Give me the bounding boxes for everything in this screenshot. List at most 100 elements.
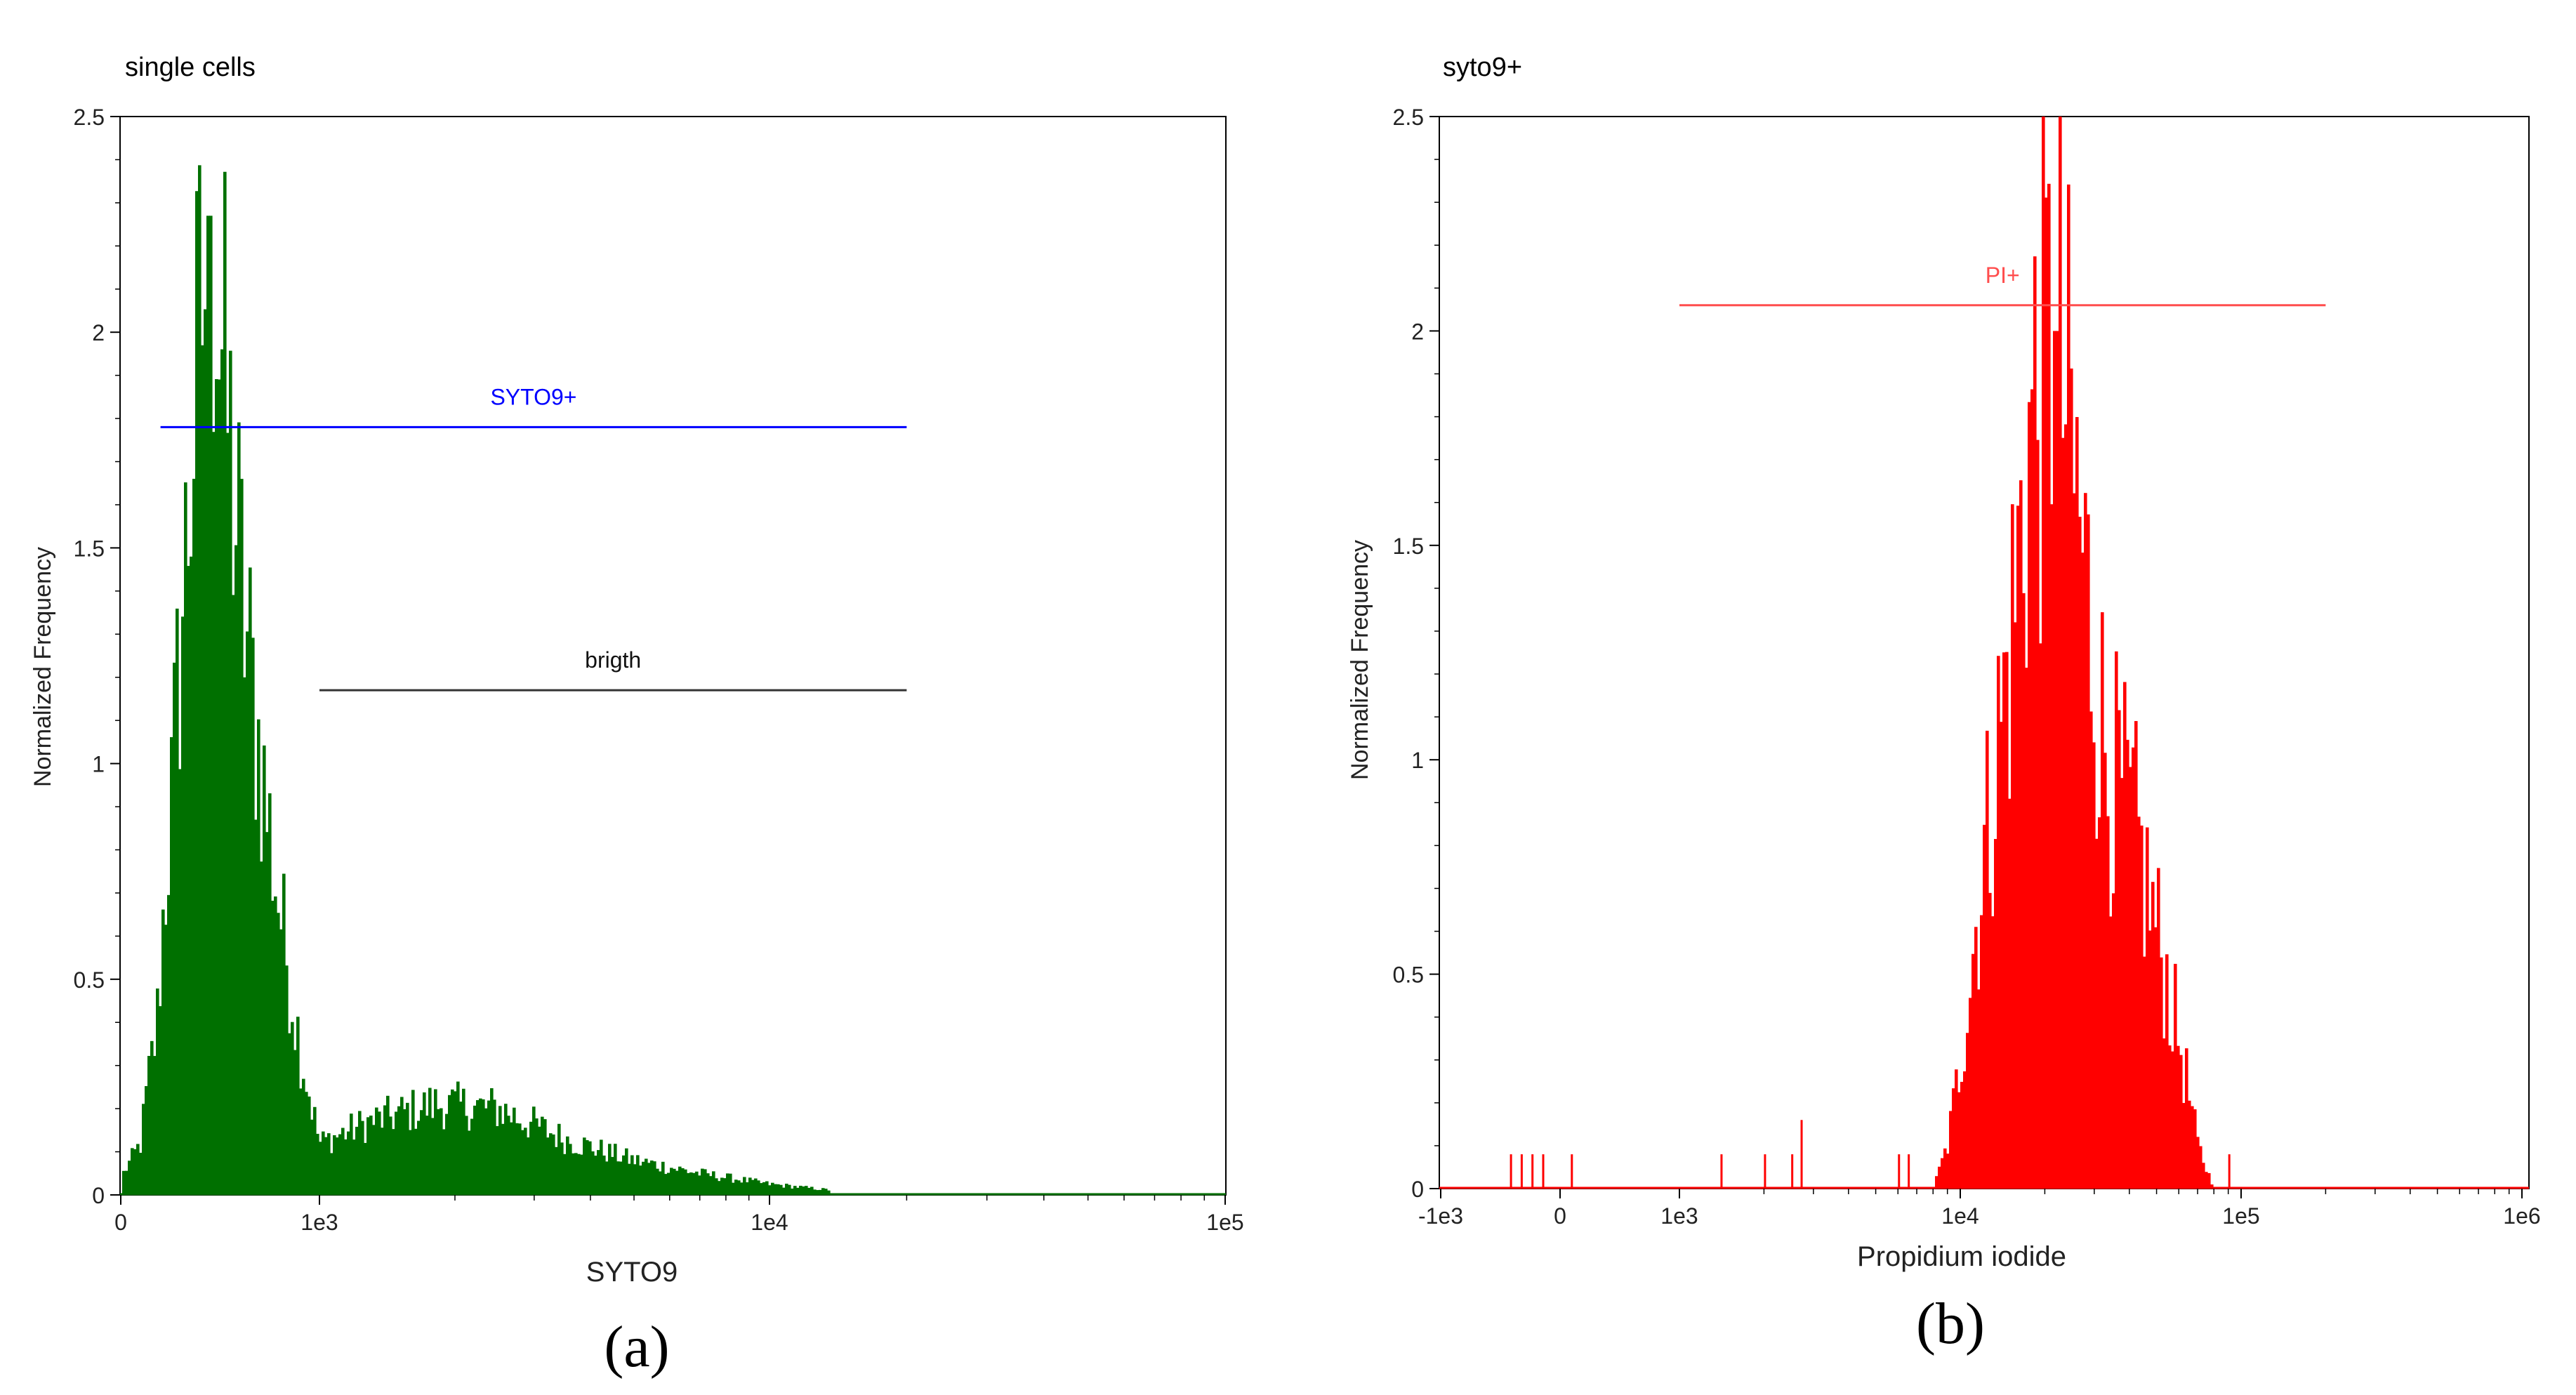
histogram-bar [661, 1161, 665, 1195]
histogram-bar [2137, 816, 2141, 1189]
histogram-bar [265, 832, 269, 1195]
histogram-bar [802, 1186, 805, 1195]
histogram-bar [305, 1092, 308, 1195]
histogram-bar [2056, 331, 2059, 1189]
histogram-bar [249, 567, 252, 1195]
histogram-bar [296, 1017, 300, 1195]
histogram-bar [313, 1106, 317, 1195]
histogram-bar [209, 216, 213, 1195]
histogram-bar [235, 545, 238, 1195]
histogram-bar [493, 1099, 496, 1195]
histogram-bar [2157, 868, 2160, 1189]
histogram-bar [1974, 927, 1978, 1189]
histogram-bar [659, 1171, 662, 1195]
histogram-bar [816, 1190, 819, 1195]
histogram-bar [206, 216, 210, 1195]
histogram-bar [358, 1111, 362, 1195]
sparse-event-bar [1510, 1154, 1512, 1189]
histogram-bar [125, 1170, 128, 1195]
histogram-bar [277, 913, 280, 1195]
histogram-bar [1963, 1071, 1967, 1189]
histogram-bar [316, 1133, 319, 1195]
histogram-bar [347, 1131, 350, 1195]
histogram-bar [423, 1092, 426, 1195]
histogram-bar [1983, 824, 1986, 1189]
histogram-bar [687, 1172, 690, 1195]
histogram-bar [434, 1089, 437, 1195]
histogram-bar [704, 1169, 707, 1195]
histogram-bar [1977, 989, 1981, 1189]
panel-a-x-axis: 0 1e3 1e4 1e5 [114, 1195, 1244, 1235]
histogram-bar [414, 1128, 418, 1195]
histogram-bar [510, 1122, 513, 1195]
histogram-bar [2112, 893, 2115, 1189]
panel-a-gates: SYTO9+ brigth [160, 384, 907, 692]
histogram-bar [136, 1144, 140, 1195]
histogram-bar [588, 1141, 592, 1195]
histogram-bar [2205, 1172, 2208, 1189]
histogram-bar [729, 1173, 732, 1195]
histogram-bar [456, 1081, 460, 1195]
y-tick-label: 2 [92, 320, 105, 345]
histogram-bar [237, 422, 241, 1195]
histogram-bar [282, 873, 286, 1195]
histogram-bar [406, 1102, 409, 1195]
panel-a-sublabel: (a) [604, 1314, 669, 1380]
histogram-bar [2000, 722, 2003, 1189]
panel-b-histogram: syto9+ 00.511.522.5 -1e3 0 1e3 1e4 1e5 1e6 PI… [1347, 53, 2541, 1356]
histogram-bar [2070, 368, 2073, 1189]
y-tick-label: 1.5 [1393, 534, 1424, 559]
histogram-bar [695, 1171, 699, 1195]
x-tick-label: 0 [114, 1210, 127, 1235]
histogram-bar [2126, 739, 2129, 1189]
histogram-bar [656, 1168, 659, 1195]
histogram-bar [279, 929, 283, 1195]
histogram-bar [628, 1163, 631, 1195]
sparse-event-bar [1571, 1154, 1573, 1189]
y-tick-label: 0 [92, 1183, 105, 1208]
histogram-bar [330, 1153, 333, 1195]
histogram-bar [366, 1117, 370, 1195]
x-tick-label: 1e5 [1206, 1210, 1243, 1235]
histogram-bar [619, 1161, 623, 1195]
histogram-bar [364, 1142, 367, 1195]
histogram-bar [2193, 1109, 2197, 1189]
histogram-bar [167, 894, 171, 1195]
y-tick-label: 2.5 [1393, 105, 1424, 130]
histogram-bar [2025, 668, 2028, 1189]
histogram-bar [807, 1187, 811, 1195]
histogram-bar [451, 1089, 454, 1195]
histogram-bar [723, 1178, 727, 1195]
panel-a-x-label: SYTO9 [586, 1257, 678, 1288]
histogram-bar [2134, 721, 2138, 1189]
histogram-bar [2098, 817, 2101, 1189]
histogram-bar [793, 1186, 797, 1195]
histogram-bar [147, 1056, 151, 1195]
histogram-bar [1949, 1111, 1953, 1189]
histogram-bar [535, 1118, 539, 1195]
histogram-bar [560, 1142, 564, 1195]
histogram-bar [437, 1109, 440, 1195]
histogram-bar [293, 1050, 297, 1195]
y-tick-label: 1 [1411, 748, 1424, 773]
histogram-bar [2078, 517, 2082, 1189]
histogram-bar [2039, 643, 2042, 1189]
histogram-bar [518, 1123, 522, 1195]
histogram-bar [639, 1165, 642, 1195]
histogram-bar [2151, 882, 2155, 1189]
histogram-bar [1994, 839, 1997, 1189]
x-tick-label: 1e3 [300, 1210, 338, 1235]
histogram-bar [184, 482, 187, 1195]
histogram-bar [431, 1118, 435, 1195]
histogram-bar [440, 1108, 443, 1195]
sparse-event-bar [1531, 1154, 1534, 1189]
histogram-bar [2089, 711, 2093, 1189]
histogram-bar [664, 1174, 668, 1195]
gate-label: PI+ [1986, 263, 2020, 288]
histogram-bar [1960, 1081, 1964, 1189]
histogram-bar [633, 1164, 637, 1195]
histogram-bar [597, 1150, 600, 1195]
histogram-bar [498, 1106, 502, 1195]
histogram-bar [212, 432, 216, 1195]
histogram-bar [740, 1182, 744, 1195]
